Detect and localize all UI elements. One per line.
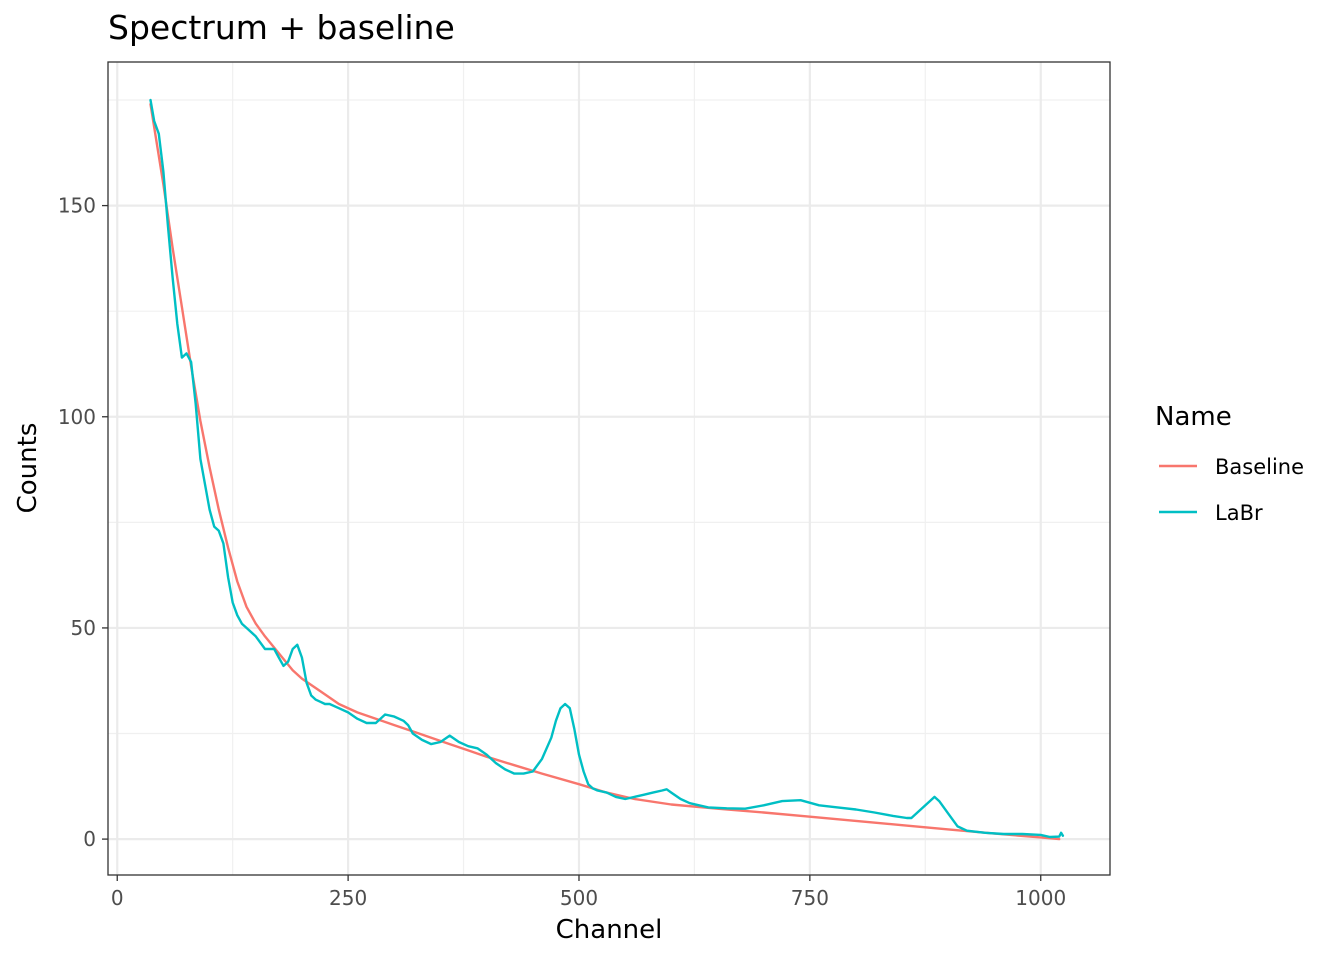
y-tick-label: 100 — [58, 405, 96, 429]
y-axis-title: Counts — [13, 423, 43, 514]
chart-title: Spectrum + baseline — [108, 8, 455, 47]
axis-tick-labels: 0 250 500 750 1000 0 50 100 150 — [58, 194, 1066, 910]
y-tick-label: 50 — [71, 616, 96, 640]
series-line-baseline — [149, 102, 1061, 841]
major-gridlines — [108, 62, 1110, 875]
minor-gridlines — [108, 62, 1110, 875]
series-line-labr — [149, 98, 1065, 839]
legend: Name Baseline LaBr — [1155, 402, 1304, 525]
legend-label-baseline: Baseline — [1215, 455, 1304, 479]
y-tick-label: 0 — [83, 827, 96, 851]
x-tick-label: 750 — [791, 886, 829, 910]
x-tick-label: 1000 — [1015, 886, 1066, 910]
x-axis-title: Channel — [556, 915, 663, 945]
legend-label-labr: LaBr — [1215, 501, 1263, 525]
legend-title: Name — [1155, 402, 1232, 432]
x-tick-label: 500 — [560, 886, 598, 910]
axis-ticks — [102, 204, 1042, 881]
y-tick-label: 150 — [58, 194, 96, 218]
panel-border — [107, 61, 1111, 876]
x-tick-label: 250 — [329, 886, 367, 910]
x-tick-label: 0 — [111, 886, 124, 910]
series-lines — [149, 98, 1065, 841]
